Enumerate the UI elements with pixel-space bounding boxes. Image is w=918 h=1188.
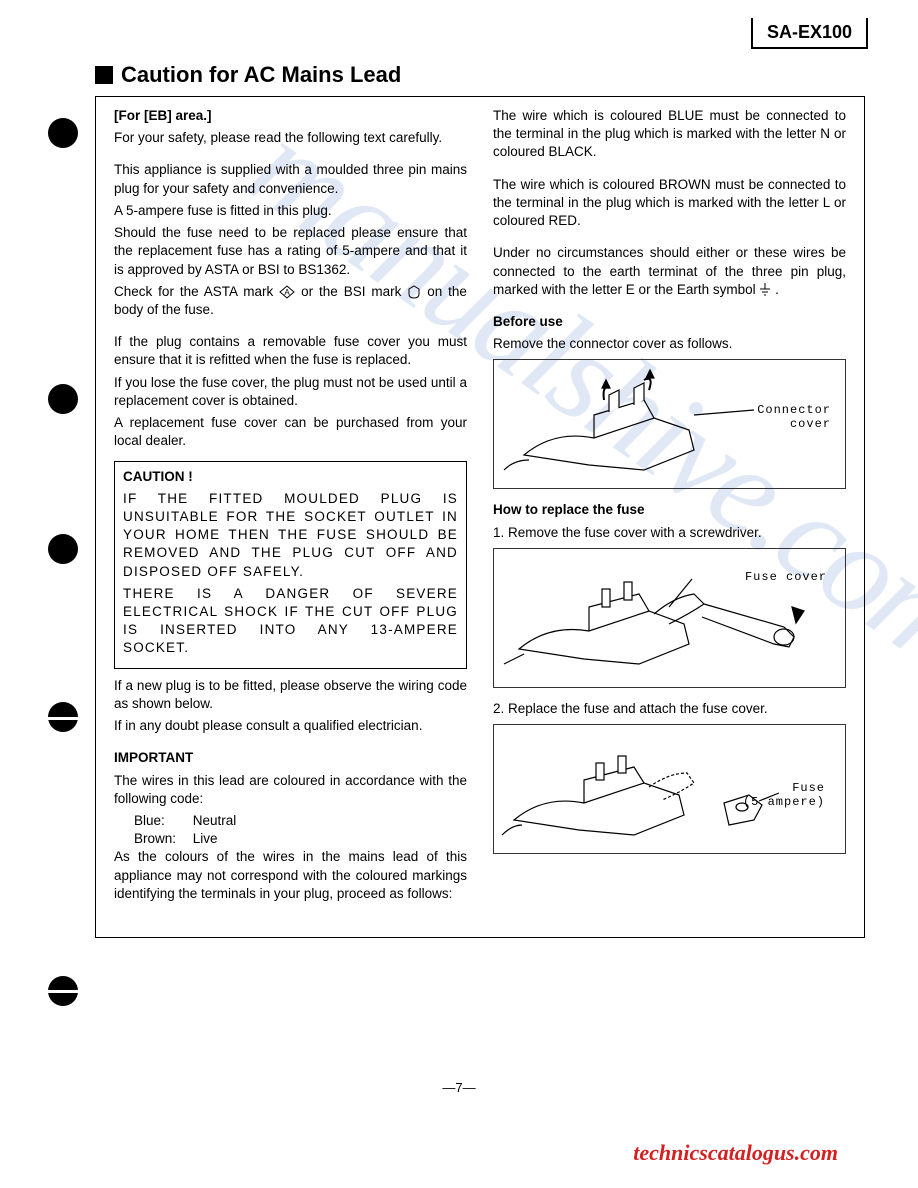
left-column: [For [EB] area.] For your safety, please… — [114, 107, 467, 907]
model-number: SA-EX100 — [751, 18, 868, 49]
body-text: The wire which is coloured BROWN must be… — [493, 176, 846, 231]
body-text: This appliance is supplied with a moulde… — [114, 161, 467, 197]
punch-hole — [48, 118, 78, 148]
page-title: Caution for AC Mains Lead — [121, 62, 401, 88]
body-text: The wire which is coloured BLUE must be … — [493, 107, 846, 162]
body-text: A replacement fuse cover can be purchase… — [114, 414, 467, 450]
figure-connector-cover: Connector cover — [493, 359, 846, 489]
body-text: A 5-ampere fuse is fitted in this plug. — [114, 202, 467, 220]
footer-brand: technicscatalogus.com — [633, 1140, 838, 1166]
body-text: or the BSI mark — [301, 284, 401, 299]
body-text: If you lose the fuse cover, the plug mus… — [114, 374, 467, 410]
punch-hole — [48, 534, 78, 564]
page-number: —7— — [0, 1080, 918, 1095]
figure-label: cover — [790, 416, 831, 432]
asta-mark-icon: A — [279, 285, 295, 299]
before-use-heading: Before use — [493, 313, 846, 331]
figure-fuse-replace: Fuse (5 ampere) — [493, 724, 846, 854]
step-text: 2. Replace the fuse and attach the fuse … — [493, 700, 846, 718]
body-text: Under no circumstances should either or … — [493, 245, 846, 296]
punch-hole — [48, 976, 78, 1006]
wire-value: Live — [193, 831, 218, 846]
area-heading: [For [EB] area.] — [114, 107, 467, 125]
title-bullet — [95, 66, 113, 84]
svg-text:A: A — [284, 288, 290, 297]
bsi-mark-icon — [407, 285, 421, 299]
body-text: If in any doubt please consult a qualifi… — [114, 717, 467, 735]
wire-label: Blue: — [134, 812, 189, 830]
body-text: The wires in this lead are coloured in a… — [114, 772, 467, 808]
punch-hole — [48, 702, 78, 732]
step-text: 1. Remove the fuse cover with a screwdri… — [493, 524, 846, 542]
body-text: Under no circumstances should either or … — [493, 244, 846, 299]
body-text: . — [775, 282, 779, 297]
body-text: If a new plug is to be fitted, please ob… — [114, 677, 467, 713]
important-heading: IMPORTANT — [114, 749, 467, 767]
caution-box: CAUTION ! IF THE FITTED MOULDED PLUG IS … — [114, 461, 467, 669]
wire-code: Blue: Neutral Brown: Live — [114, 812, 467, 848]
body-text: If the plug contains a removable fuse co… — [114, 333, 467, 369]
content-frame: [For [EB] area.] For your safety, please… — [95, 96, 865, 938]
how-to-heading: How to replace the fuse — [493, 501, 846, 519]
figure-label: (5 ampere) — [743, 794, 825, 810]
punch-hole — [48, 384, 78, 414]
body-text: Remove the connector cover as follows. — [493, 335, 846, 353]
body-text: Check for the ASTA mark — [114, 284, 273, 299]
caution-heading: CAUTION ! — [123, 468, 458, 486]
caution-text: THERE IS A DANGER OF SEVERE ELECTRICAL S… — [123, 585, 458, 658]
right-column: The wire which is coloured BLUE must be … — [493, 107, 846, 907]
caution-text: IF THE FITTED MOULDED PLUG IS UNSUITABLE… — [123, 490, 458, 581]
page-content: Caution for AC Mains Lead [For [EB] area… — [95, 62, 865, 938]
wire-label: Brown: — [134, 830, 189, 848]
body-text: For your safety, please read the followi… — [114, 129, 467, 147]
body-text: Check for the ASTA mark A or the BSI mar… — [114, 283, 467, 319]
wire-value: Neutral — [193, 813, 237, 828]
body-text: Should the fuse need to be replaced plea… — [114, 224, 467, 279]
figure-label: Fuse cover — [745, 569, 827, 585]
earth-symbol-icon — [759, 283, 771, 297]
body-text: As the colours of the wires in the mains… — [114, 848, 467, 903]
figure-fuse-remove: Fuse cover — [493, 548, 846, 688]
